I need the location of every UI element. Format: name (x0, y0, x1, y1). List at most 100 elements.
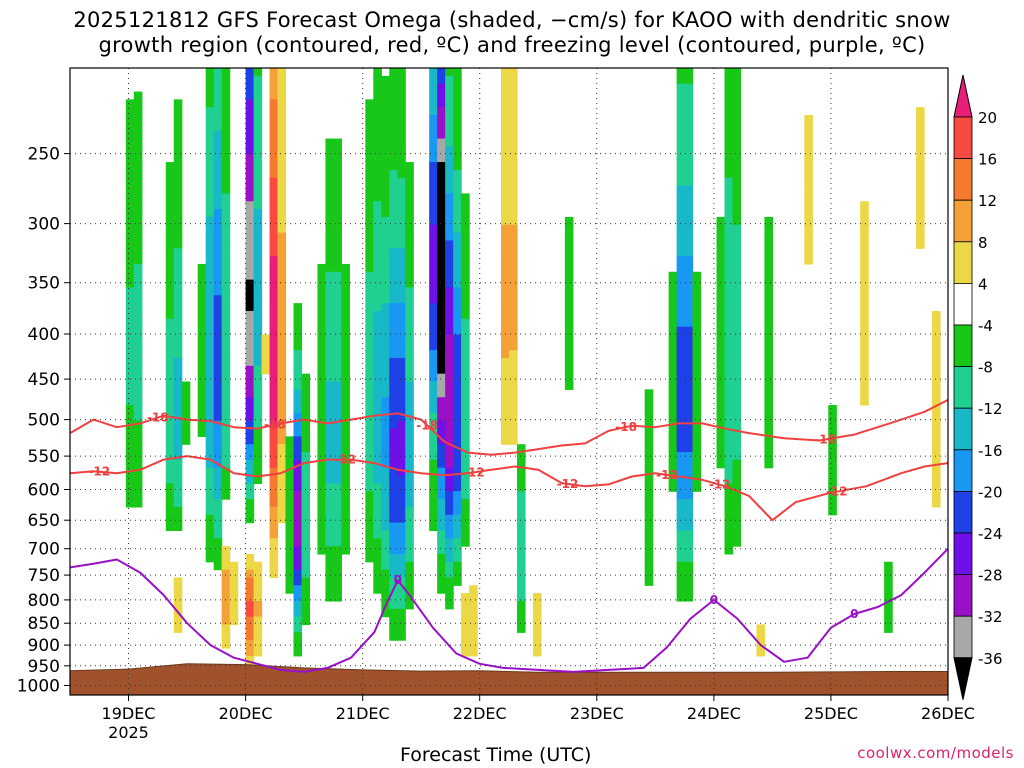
omega-cell (365, 499, 374, 508)
freezing-contour-label: 0 (710, 593, 718, 607)
omega-cell (532, 608, 542, 618)
omega-cell (125, 224, 135, 234)
omega-cell (405, 263, 414, 273)
omega-cell (509, 350, 518, 359)
omega-cell (676, 256, 686, 265)
omega-cell (724, 514, 734, 524)
omega-cell (125, 201, 135, 210)
omega-cell (253, 130, 263, 140)
omega-cell (205, 240, 215, 249)
x-axis: 19DEC 20DEC 21DEC 22DEC 23DEC 24DEC 25DEC 26DEC… (102, 695, 975, 742)
omega-cell (405, 538, 414, 547)
omega-cell (173, 585, 183, 594)
omega-cell (461, 647, 470, 657)
omega-cell (373, 342, 382, 351)
omega-cell (501, 287, 510, 296)
omega-cell (501, 224, 510, 234)
omega-cell (732, 459, 742, 469)
omega-cell (277, 75, 287, 85)
omega-cell (453, 373, 462, 383)
omega-cell (676, 240, 686, 249)
omega-cell (165, 193, 175, 202)
omega-cell (269, 193, 279, 202)
omega-cell (445, 99, 454, 108)
omega-cell (684, 91, 694, 100)
omega-cell (429, 185, 438, 194)
omega-cell (437, 256, 446, 265)
omega-cell (724, 248, 734, 257)
omega-cell (676, 514, 686, 524)
omega-cell (397, 287, 406, 296)
omega-cell (341, 506, 350, 516)
omega-cell (293, 561, 303, 571)
omega-cell (173, 279, 183, 289)
omega-cell (165, 514, 175, 524)
omega-cell (333, 287, 342, 296)
omega-cell (724, 279, 734, 289)
omega-cell (341, 350, 350, 359)
omega-cell (684, 271, 694, 281)
omega-cell (317, 350, 327, 359)
omega-cell (445, 522, 454, 532)
omega-cell (429, 334, 438, 343)
omega-cell (173, 295, 183, 304)
omega-cell (453, 107, 462, 116)
freezing-level-contour (70, 548, 948, 673)
omega-cell (205, 256, 215, 265)
omega-cell (532, 640, 542, 649)
omega-cell (397, 185, 406, 194)
omega-cell (804, 193, 813, 202)
omega-cell (724, 193, 734, 202)
omega-cell (341, 271, 350, 281)
omega-cell (453, 326, 462, 336)
omega-cell (716, 256, 726, 265)
omega-cell (205, 154, 215, 163)
omega-cell (732, 334, 742, 343)
omega-cell (173, 303, 183, 312)
omega-cell (125, 115, 135, 124)
omega-cell (461, 389, 470, 398)
omega-cell (724, 475, 734, 484)
omega-cell (269, 303, 279, 312)
omega-cell (373, 68, 382, 77)
omega-cell (732, 83, 742, 93)
omega-cell (716, 240, 726, 249)
omega-cell (213, 271, 223, 281)
colorbar-tick-label: 8 (978, 234, 988, 252)
omega-cell (381, 436, 390, 445)
omega-cell (245, 569, 255, 579)
omega-cell (213, 405, 223, 414)
omega-cell (884, 624, 893, 633)
omega-cell (516, 491, 526, 500)
omega-cell (732, 240, 742, 249)
omega-cell (133, 177, 143, 187)
omega-cell (804, 169, 813, 179)
omega-cell (173, 420, 183, 430)
omega-cell (381, 412, 390, 422)
omega-cell (509, 216, 518, 226)
omega-cell (397, 553, 406, 563)
omega-cell (437, 68, 446, 77)
omega-cell (501, 169, 510, 179)
omega-cell (501, 232, 510, 242)
omega-cell (724, 169, 734, 179)
omega-cell (716, 287, 726, 296)
omega-cell (516, 585, 526, 594)
omega-cell (325, 162, 334, 171)
omega-cell (373, 107, 382, 116)
omega-cell (429, 506, 438, 516)
omega-cell (445, 357, 454, 367)
omega-cell (325, 397, 334, 406)
colorbar-bin (953, 615, 973, 659)
omega-cell (269, 499, 279, 508)
dgz-contour-label: -12 (557, 477, 579, 491)
omega-cell (341, 428, 350, 437)
omega-cell (453, 271, 462, 281)
omega-cell (676, 444, 686, 453)
omega-cell (724, 99, 734, 108)
omega-cell (644, 553, 654, 563)
omega-cell (381, 115, 390, 124)
omega-cell (397, 193, 406, 202)
omega-cell (461, 310, 470, 320)
omega-cell (213, 138, 223, 147)
